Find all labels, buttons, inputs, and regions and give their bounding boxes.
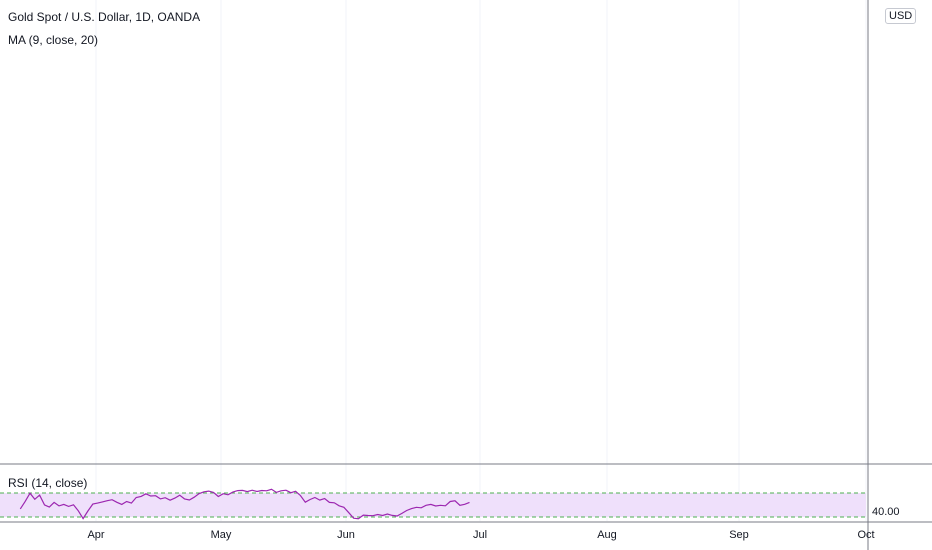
rsi-legend[interactable]: RSI (14, close) [8, 476, 88, 490]
time-tick-label: May [211, 529, 232, 541]
rsi-line [19, 488, 470, 520]
symbol-legend[interactable]: Gold Spot / U.S. Dollar, 1D, OANDA [8, 10, 201, 24]
rsi-tick-label: 40.00 [872, 506, 900, 518]
currency-badge[interactable]: USD [885, 8, 917, 24]
time-tick-label: Aug [597, 529, 617, 541]
ma-legend[interactable]: MA (9, close, 20) [8, 33, 99, 47]
time-tick-label: Sep [729, 529, 749, 541]
time-tick-label: Apr [87, 529, 104, 541]
time-tick-label-partial: Oct [857, 529, 874, 541]
time-tick-label: Jul [473, 529, 487, 541]
time-tick-label: Jun [337, 529, 355, 541]
